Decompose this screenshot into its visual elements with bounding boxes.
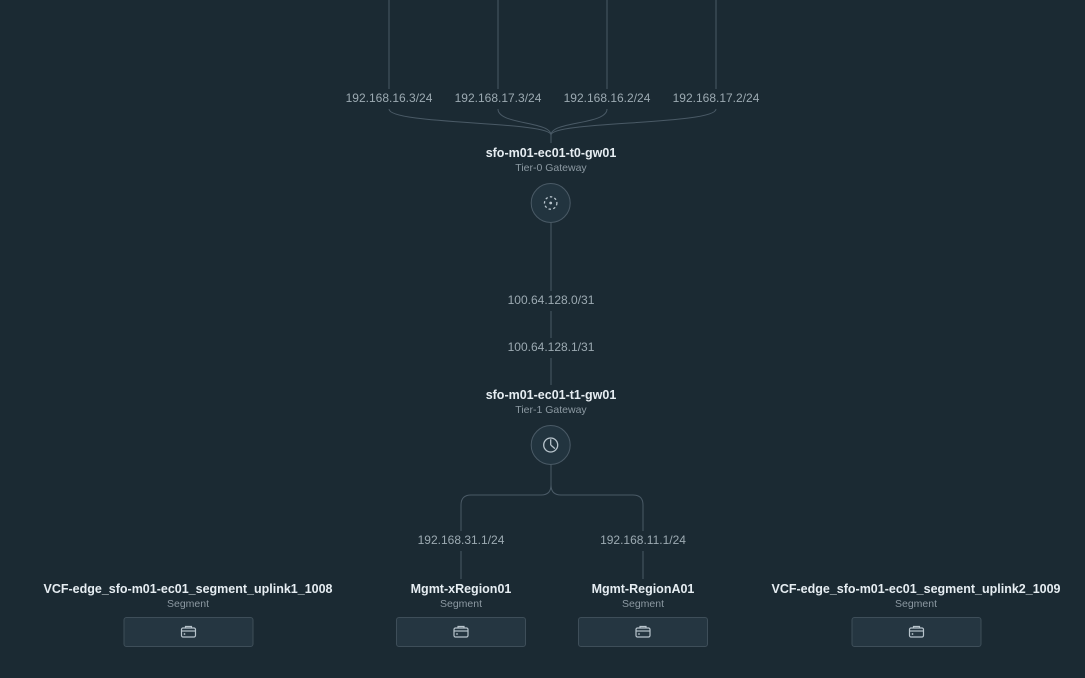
tier1-gateway-icon	[531, 425, 571, 465]
tier0-gateway-node[interactable]: sfo-m01-ec01-t0-gw01 Tier-0 Gateway	[486, 146, 617, 223]
segment-title: Mgmt-RegionA01	[578, 582, 708, 596]
link-ip-label: 100.64.128.1/31	[508, 340, 595, 354]
tier1-gateway-title: sfo-m01-ec01-t1-gw01	[486, 388, 617, 402]
tier1-gateway-subtitle: Tier-1 Gateway	[486, 404, 617, 416]
segment-title: VCF-edge_sfo-m01-ec01_segment_uplink1_10…	[43, 582, 332, 596]
uplink-ip-label: 192.168.17.2/24	[673, 91, 760, 105]
segment-icon-button[interactable]	[578, 617, 708, 647]
link-ip-label: 100.64.128.0/31	[508, 293, 595, 307]
segment-icon-button[interactable]	[123, 617, 253, 647]
segment-node[interactable]: VCF-edge_sfo-m01-ec01_segment_uplink1_10…	[43, 582, 332, 647]
segment-subtitle: Segment	[578, 598, 708, 610]
segment-subtitle: Segment	[396, 598, 526, 610]
segment-node[interactable]: Mgmt-RegionA01 Segment	[578, 582, 708, 647]
segment-node[interactable]: Mgmt-xRegion01 Segment	[396, 582, 526, 647]
tier1-gateway-node[interactable]: sfo-m01-ec01-t1-gw01 Tier-1 Gateway	[486, 388, 617, 465]
segment-icon-button[interactable]	[851, 617, 981, 647]
branch-ip-label: 192.168.11.1/24	[600, 533, 686, 547]
segment-subtitle: Segment	[771, 598, 1060, 610]
segment-title: VCF-edge_sfo-m01-ec01_segment_uplink2_10…	[771, 582, 1060, 596]
uplink-ip-label: 192.168.16.2/24	[564, 91, 651, 105]
tier0-gateway-icon	[531, 183, 571, 223]
segment-icon-button[interactable]	[396, 617, 526, 647]
segment-node[interactable]: VCF-edge_sfo-m01-ec01_segment_uplink2_10…	[771, 582, 1060, 647]
topology-edges	[0, 0, 1085, 678]
tier0-gateway-subtitle: Tier-0 Gateway	[486, 162, 617, 174]
uplink-ip-label: 192.168.16.3/24	[346, 91, 433, 105]
segment-title: Mgmt-xRegion01	[396, 582, 526, 596]
branch-ip-label: 192.168.31.1/24	[418, 533, 505, 547]
segment-subtitle: Segment	[43, 598, 332, 610]
tier0-gateway-title: sfo-m01-ec01-t0-gw01	[486, 146, 617, 160]
uplink-ip-label: 192.168.17.3/24	[455, 91, 542, 105]
